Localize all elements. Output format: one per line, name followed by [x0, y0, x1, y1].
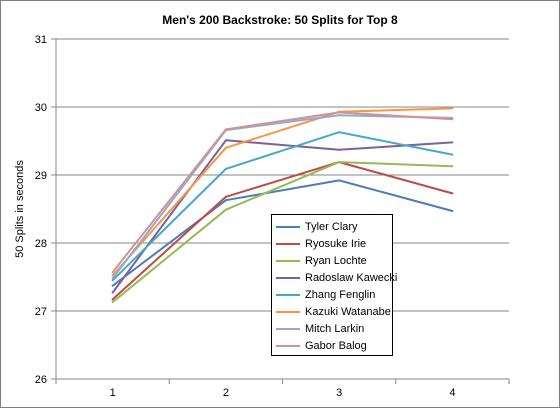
chart-title: Men's 200 Backstroke: 50 Splits for Top …: [162, 13, 398, 27]
legend-swatch: [276, 242, 300, 245]
legend-label: Tyler Clary: [305, 220, 358, 233]
legend-swatch: [276, 345, 300, 348]
legend-swatch: [276, 311, 300, 314]
data-point: [111, 271, 114, 274]
legend-label: Ryosuke Irie: [305, 237, 367, 250]
legend-item: Kazuki Watanabe: [276, 303, 392, 320]
data-point: [224, 199, 227, 202]
data-point: [451, 118, 454, 121]
x-tick-label: 2: [223, 387, 229, 399]
legend-label: Gabor Balog: [305, 340, 367, 353]
data-point: [338, 114, 341, 117]
series-line-8: [111, 111, 453, 273]
data-point: [111, 279, 114, 282]
data-point: [451, 107, 454, 110]
data-point: [224, 167, 227, 170]
y-tick-label: 30: [35, 102, 47, 114]
data-point: [338, 131, 341, 134]
legend-item: Ryosuke Irie: [276, 235, 392, 252]
data-point: [338, 161, 341, 164]
legend-swatch: [276, 328, 300, 331]
legend-item: Radoslaw Kawecki: [276, 269, 397, 286]
data-point: [224, 195, 227, 198]
series-line-5: [111, 131, 453, 282]
data-point: [224, 146, 227, 149]
legend-label: Ryan Lochte: [305, 254, 367, 267]
y-tick-label: 31: [35, 34, 47, 46]
series-line-6: [111, 107, 453, 277]
legend-swatch: [276, 293, 300, 296]
series-line-4: [111, 139, 453, 294]
series-line-3: [111, 161, 453, 303]
data-point: [111, 298, 114, 301]
legend-item: Ryan Lochte: [276, 252, 392, 269]
legend-swatch: [276, 259, 300, 262]
y-tick-label: 28: [35, 238, 47, 250]
data-point: [111, 291, 114, 294]
axes: 26 27 28 29 30 31 1 2 3 4: [35, 34, 510, 399]
data-point: [338, 111, 341, 114]
x-tick-label: 3: [336, 387, 342, 399]
data-point: [338, 148, 341, 151]
data-point: [224, 139, 227, 142]
data-point: [451, 210, 454, 213]
data-point: [111, 277, 114, 280]
legend-item: Mitch Larkin: [276, 321, 392, 338]
data-point: [111, 284, 114, 287]
legend-swatch: [276, 225, 300, 228]
data-point: [451, 153, 454, 156]
y-tick-label: 29: [35, 170, 47, 182]
legend-label: Zhang Fenglin: [305, 288, 376, 301]
data-point: [451, 141, 454, 144]
data-point: [111, 301, 114, 304]
data-point: [451, 192, 454, 195]
data-point: [451, 165, 454, 168]
x-tick-label: 4: [449, 387, 455, 399]
series-lines: [111, 107, 454, 304]
legend-item: Zhang Fenglin: [276, 286, 392, 303]
series-line-1: [111, 179, 453, 287]
data-point: [338, 179, 341, 182]
y-tick-label: 26: [35, 374, 47, 386]
x-tick-label: 1: [110, 387, 116, 399]
legend-label: Radoslaw Kawecki: [305, 271, 398, 284]
series-line-2: [111, 161, 453, 301]
y-tick-label: 27: [35, 306, 47, 318]
legend-swatch: [276, 276, 300, 279]
data-point: [224, 208, 227, 211]
legend-label: Kazuki Watanabe: [305, 306, 391, 319]
legend-label: Mitch Larkin: [305, 323, 365, 336]
legend-item: Gabor Balog: [276, 338, 392, 355]
legend-item: Tyler Clary: [276, 218, 392, 235]
data-point: [224, 128, 227, 131]
legend: Tyler Clary Ryosuke Irie Ryan Lochte Radosl…: [271, 214, 397, 356]
